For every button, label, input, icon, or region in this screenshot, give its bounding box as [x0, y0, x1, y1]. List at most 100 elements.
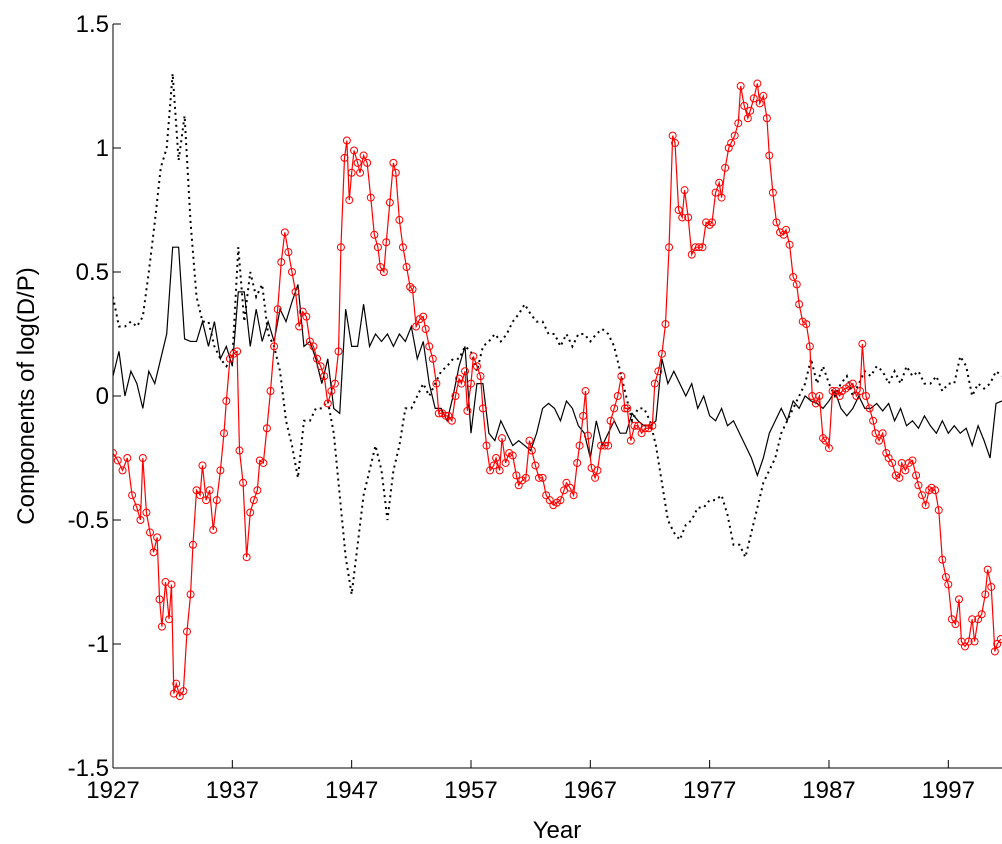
series-line [113, 73, 1002, 595]
data-point [521, 473, 530, 482]
data-point [573, 458, 582, 467]
series-line [113, 83, 1002, 698]
data-point [482, 441, 491, 450]
data-point [457, 379, 466, 388]
data-point [239, 478, 248, 487]
data-point [196, 491, 205, 500]
data-point [379, 268, 388, 276]
data-point [715, 178, 724, 187]
data-point [734, 119, 743, 128]
data-point [648, 421, 657, 430]
data-point [233, 347, 242, 356]
data-point [273, 305, 282, 314]
data-point [610, 404, 619, 413]
data-point [295, 322, 304, 331]
data-point [395, 215, 404, 224]
data-point [489, 461, 498, 470]
x-tick-label: 1987 [802, 777, 855, 804]
data-point [762, 114, 771, 123]
data-point [755, 99, 764, 108]
data-point [944, 580, 953, 589]
data-point [219, 429, 228, 438]
data-point [661, 320, 670, 329]
data-point [356, 168, 365, 177]
y-tick-label: -0.5 [68, 507, 109, 534]
data-point [934, 506, 943, 515]
data-point [626, 436, 635, 445]
data-point [142, 508, 151, 517]
data-point [165, 615, 174, 624]
data-point [895, 473, 904, 482]
data-point [575, 441, 584, 450]
data-point [581, 387, 590, 396]
data-point [687, 250, 696, 259]
data-point [650, 379, 659, 388]
data-point [970, 637, 979, 646]
data-point [538, 473, 547, 482]
data-point [785, 240, 794, 249]
data-point [235, 446, 244, 455]
y-tick-label: -1 [88, 631, 109, 658]
data-point [805, 342, 814, 351]
data-point [287, 268, 296, 276]
data-point [447, 416, 456, 425]
data-point [347, 168, 356, 177]
data-point [172, 679, 181, 688]
data-point [727, 139, 736, 148]
data-point [792, 280, 801, 289]
data-point [253, 486, 262, 495]
data-point [654, 367, 663, 376]
data-point [848, 379, 857, 388]
data-point [128, 491, 137, 500]
data-point [391, 168, 400, 177]
data-point [408, 285, 417, 294]
data-point [591, 473, 600, 482]
data-point [320, 372, 329, 381]
data-point [363, 158, 372, 167]
data-point [579, 411, 588, 420]
data-point [531, 461, 540, 470]
data-point [964, 637, 973, 646]
data-point [182, 627, 191, 636]
data-point [205, 486, 214, 495]
data-point [821, 436, 830, 445]
data-point [277, 258, 286, 267]
data-point [698, 243, 707, 252]
x-tick-label: 1927 [86, 777, 139, 804]
data-point [641, 424, 650, 433]
data-point [779, 230, 788, 239]
data-point [705, 220, 714, 229]
x-tick-label: 1997 [922, 777, 975, 804]
data-point [123, 454, 132, 462]
y-tick-label: 0 [96, 383, 109, 410]
data-point [327, 387, 336, 396]
data-point [342, 136, 351, 145]
data-point [811, 399, 820, 408]
data-point [600, 441, 609, 450]
data-point [566, 483, 575, 492]
data-point [782, 225, 791, 234]
data-point [711, 188, 720, 197]
data-point [461, 367, 470, 376]
data-point [186, 590, 195, 599]
data-point [389, 158, 398, 167]
data-point [634, 421, 643, 430]
data-point [802, 320, 811, 329]
data-point [419, 312, 428, 321]
data-point [708, 218, 717, 227]
data-point [569, 491, 578, 500]
data-point [525, 436, 534, 445]
data-point [155, 595, 164, 604]
data-point [759, 91, 768, 100]
data-point [869, 416, 878, 425]
x-tick-label: 1947 [325, 777, 378, 804]
data-point [938, 555, 947, 564]
data-point [996, 635, 1002, 644]
data-point [428, 354, 437, 363]
data-point [668, 131, 677, 140]
data-point [340, 153, 349, 162]
data-point [815, 392, 824, 400]
data-point [535, 473, 544, 482]
data-point [736, 82, 745, 90]
